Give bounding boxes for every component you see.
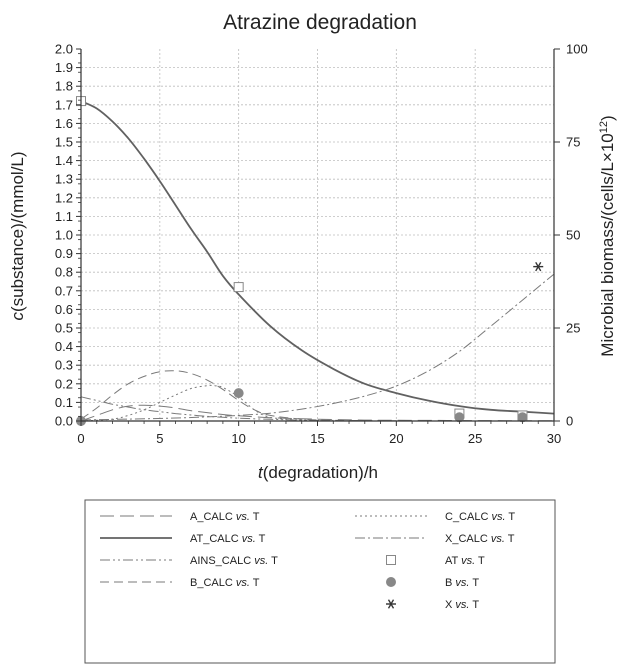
x-tick-label: 5 xyxy=(156,431,163,446)
curves xyxy=(80,100,555,422)
y-tick-label: 1.3 xyxy=(55,172,73,187)
y-tick-label: 1.0 xyxy=(55,228,73,243)
y2-tick-label: 100 xyxy=(566,42,588,57)
y-tick-label: 1.2 xyxy=(55,190,73,205)
legend-label: B_CALC vs. T xyxy=(190,577,260,589)
y-tick-label: 0.6 xyxy=(55,302,73,317)
x-tick-label: 0 xyxy=(77,431,84,446)
legend-box xyxy=(84,499,556,664)
legend-item-x: X vs. T xyxy=(386,599,479,611)
y-tick-label: 2.0 xyxy=(55,42,73,57)
legend-marker-at xyxy=(386,555,396,565)
legend-label: AT vs. T xyxy=(445,555,485,567)
y-tick-label: 0.1 xyxy=(55,395,73,410)
data-point-b xyxy=(233,388,244,399)
ticks: 0.0 0.1 0.2 0.3 0.4 0.5 0.6 0.7 0.8 0.9 1.0 1.1 1.2 1… xyxy=(55,42,588,447)
y2-tick-label: 50 xyxy=(566,228,580,243)
x-tick-label: 15 xyxy=(310,431,324,446)
y-axis-label: c(substance)/(mmol/L) xyxy=(8,151,27,320)
y-tick-label: 1.8 xyxy=(55,79,73,94)
markers xyxy=(76,96,544,426)
legend-label: AT_CALC vs. T xyxy=(190,533,266,545)
y-tick-label: 0.9 xyxy=(55,246,73,261)
y2-axis-label: Microbial biomass/(cells/L×1012) xyxy=(598,115,617,356)
legend-marker-b xyxy=(386,577,396,587)
series-line-b-calc xyxy=(80,370,397,422)
legend-label: X vs. T xyxy=(445,599,479,611)
legend-label: X_CALC vs. T xyxy=(445,533,515,545)
legend-label: AINS_CALC vs. T xyxy=(190,555,278,567)
legend-item-c-calc: C_CALC vs. T xyxy=(355,511,515,523)
x-tick-label: 30 xyxy=(547,431,561,446)
series-line-a-calc xyxy=(80,404,555,422)
y-tick-label: 1.4 xyxy=(55,153,73,168)
series-line-x-calc xyxy=(80,273,555,421)
legend-item-a-calc: A_CALC vs. T xyxy=(100,511,260,523)
chart-title: Atrazine degradation xyxy=(223,11,417,34)
y2-tick-label: 25 xyxy=(566,321,580,336)
y-tick-label: 0.3 xyxy=(55,358,73,373)
legend: A_CALC vs. T AT_CALC vs. T AINS_CALC vs. T… xyxy=(84,499,556,664)
legend-item-b: B vs. T xyxy=(386,577,479,589)
y-tick-label: 0.8 xyxy=(55,265,73,280)
y-tick-label: 1.9 xyxy=(55,60,73,75)
y-tick-label: 0.5 xyxy=(55,321,73,336)
y-tick-label: 0.0 xyxy=(55,414,73,429)
y-tick-label: 0.4 xyxy=(55,339,73,354)
legend-item-ains-calc: AINS_CALC vs. T xyxy=(100,555,278,567)
legend-item-x-calc: X_CALC vs. T xyxy=(355,533,515,545)
y2-tick-label: 75 xyxy=(566,135,580,150)
y-tick-label: 1.7 xyxy=(55,97,73,112)
x-tick-label: 10 xyxy=(231,431,245,446)
legend-label: A_CALC vs. T xyxy=(190,511,260,523)
legend-item-at-calc: AT_CALC vs. T xyxy=(100,533,266,545)
series-line-at-calc xyxy=(80,100,555,415)
y-tick-label: 1.6 xyxy=(55,116,73,131)
legend-marker-x xyxy=(386,599,396,609)
y-tick-label: 1.5 xyxy=(55,135,73,150)
y-tick-label: 0.7 xyxy=(55,283,73,298)
x-tick-label: 25 xyxy=(468,431,482,446)
legend-label: C_CALC vs. T xyxy=(445,511,515,523)
legend-label: B vs. T xyxy=(445,577,479,589)
x-axis-label: t(degradation)/h xyxy=(258,463,378,482)
legend-item-b-calc: B_CALC vs. T xyxy=(100,577,260,589)
y2-tick-label: 0 xyxy=(566,414,573,429)
series-line-ains-calc xyxy=(80,396,334,421)
x-tick-label: 20 xyxy=(389,431,403,446)
grid xyxy=(81,49,554,421)
data-point-x xyxy=(533,261,544,272)
data-point-at xyxy=(233,282,244,293)
y-tick-label: 1.1 xyxy=(55,209,73,224)
y-tick-label: 0.2 xyxy=(55,376,73,391)
legend-item-at: AT vs. T xyxy=(386,555,485,567)
